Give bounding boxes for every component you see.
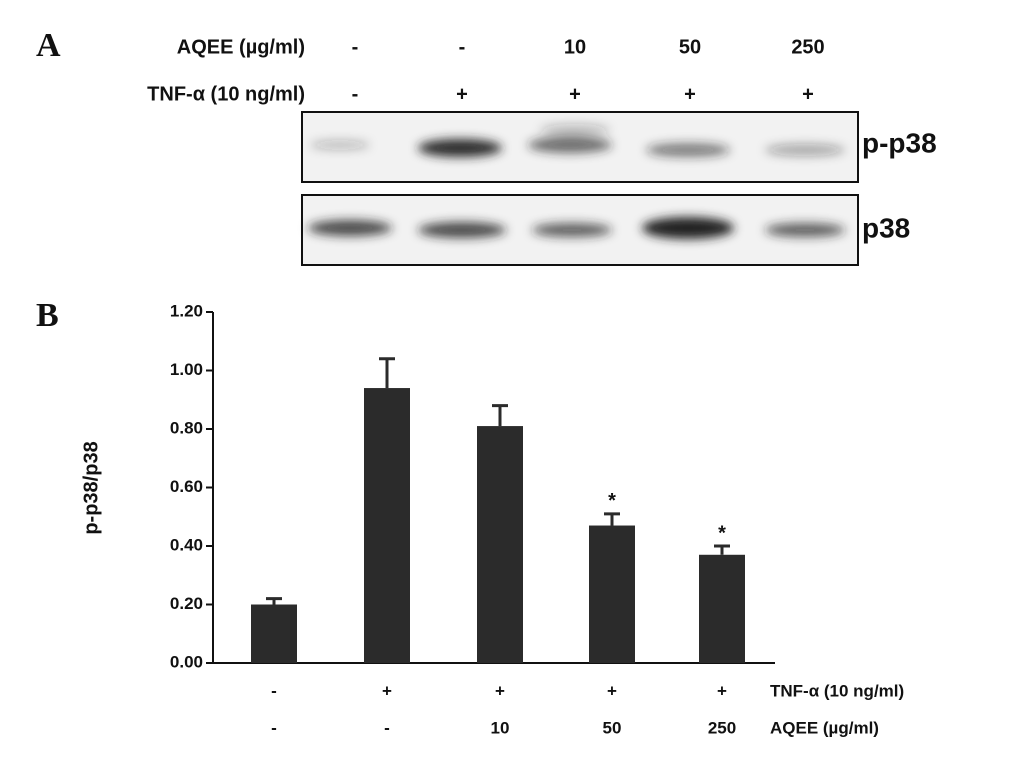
x-tick-label: 50 [603, 718, 622, 737]
row-label: TNF-α (10 ng/ml) [147, 83, 305, 105]
panel-label: B [36, 297, 59, 334]
y-tick-label: 1.00 [170, 360, 203, 379]
lane-label: - [352, 83, 359, 105]
x-row-label: AQEE (µg/ml) [770, 718, 879, 737]
x-tick-label: + [495, 681, 505, 700]
error-bar [492, 404, 508, 427]
significance-mark: * [718, 522, 726, 544]
x-tick-label: + [717, 681, 727, 700]
error-bar [266, 597, 282, 605]
band-label: p38 [862, 212, 910, 243]
x-tick-label: + [607, 681, 617, 700]
lane-label: 50 [679, 36, 701, 58]
bar [589, 525, 635, 663]
blot-strip [301, 194, 859, 266]
row-label: AQEE (µg/ml) [177, 36, 305, 58]
y-tick-label: 0.00 [170, 652, 203, 671]
lane-label: + [456, 83, 468, 105]
lane-label: 10 [564, 36, 586, 58]
lane-label: + [684, 83, 696, 105]
bar [477, 426, 523, 663]
x-tick-label: - [271, 718, 277, 737]
bar [699, 554, 745, 663]
lane-label: 250 [791, 36, 824, 58]
y-tick-label: 0.20 [170, 594, 203, 613]
x-tick-label: + [382, 681, 392, 700]
y-tick-label: 0.40 [170, 535, 203, 554]
error-bar [714, 544, 730, 555]
y-tick-label: 1.20 [170, 301, 203, 320]
lane-label: + [569, 83, 581, 105]
error-bar [379, 357, 395, 389]
bar [251, 604, 297, 663]
blot-strip [301, 111, 859, 183]
lane-label: - [459, 36, 466, 58]
band-label: p-p38 [862, 127, 937, 158]
x-tick-label: - [271, 681, 277, 700]
x-row-label: TNF-α (10 ng/ml) [770, 681, 904, 700]
y-tick-label: 0.60 [170, 477, 203, 496]
error-bar [604, 512, 620, 526]
y-axis-label: p-p38/p38 [80, 441, 102, 534]
lane-label: - [352, 36, 359, 58]
panel-label: A [36, 27, 61, 64]
bar [364, 388, 410, 663]
lane-label: + [802, 83, 814, 105]
x-tick-label: 250 [708, 718, 736, 737]
x-tick-label: 10 [491, 718, 510, 737]
y-tick-label: 0.80 [170, 418, 203, 437]
significance-mark: * [608, 490, 616, 512]
x-tick-label: - [384, 718, 390, 737]
